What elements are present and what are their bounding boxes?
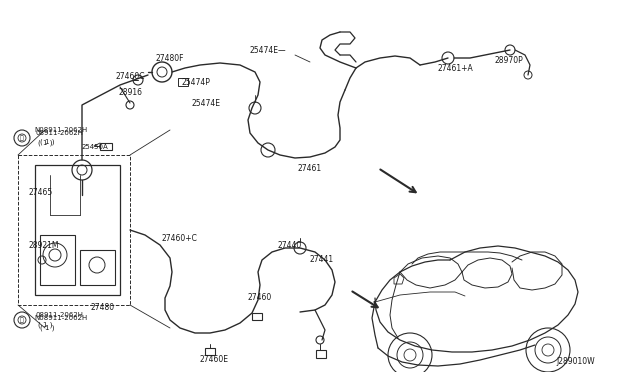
Text: ( 1 ): ( 1 ) bbox=[40, 139, 54, 145]
Text: ( 1 ): ( 1 ) bbox=[38, 322, 52, 328]
Text: 27465: 27465 bbox=[28, 187, 52, 196]
Text: 27460+C: 27460+C bbox=[162, 234, 198, 243]
Text: Ⓝ: Ⓝ bbox=[20, 135, 24, 141]
Text: 27460C: 27460C bbox=[115, 71, 145, 80]
Text: 27441: 27441 bbox=[310, 256, 334, 264]
Text: 28970P: 28970P bbox=[495, 55, 524, 64]
Text: 27440: 27440 bbox=[278, 241, 302, 250]
Text: Ⓝ: Ⓝ bbox=[20, 317, 24, 323]
Text: 25474P: 25474P bbox=[182, 77, 211, 87]
Text: 25450A: 25450A bbox=[82, 144, 109, 150]
Text: N08911-2062H: N08911-2062H bbox=[34, 127, 87, 133]
Text: 25474E: 25474E bbox=[192, 99, 221, 108]
Text: 08911-2062H: 08911-2062H bbox=[35, 130, 83, 136]
Text: 25474E—: 25474E— bbox=[250, 45, 287, 55]
Text: 27460: 27460 bbox=[248, 294, 272, 302]
Text: 27461+A: 27461+A bbox=[438, 64, 474, 73]
Text: ( 1 ): ( 1 ) bbox=[38, 140, 52, 146]
Text: J289010W: J289010W bbox=[556, 357, 595, 366]
Text: 27480: 27480 bbox=[90, 304, 114, 312]
Text: 08911-2062H: 08911-2062H bbox=[35, 312, 83, 318]
Text: N08911-2062H: N08911-2062H bbox=[34, 315, 87, 321]
Text: 27480F: 27480F bbox=[155, 54, 184, 62]
Text: 27460E: 27460E bbox=[200, 356, 229, 365]
Text: 28916: 28916 bbox=[118, 87, 142, 96]
Text: 28921M: 28921M bbox=[28, 241, 58, 250]
Text: ( 1 ): ( 1 ) bbox=[40, 325, 54, 331]
Text: 27461: 27461 bbox=[298, 164, 322, 173]
